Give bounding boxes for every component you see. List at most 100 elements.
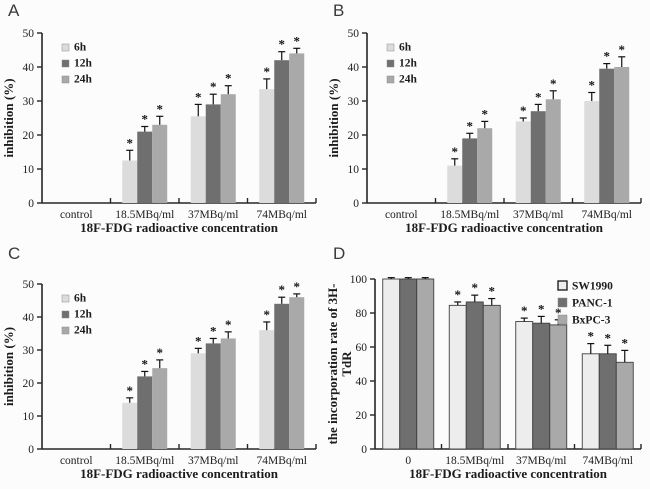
bar — [545, 99, 561, 203]
panel-c-label: C — [8, 244, 21, 263]
x-category-label: 74MBq/ml — [582, 209, 632, 221]
bar — [274, 60, 290, 204]
bar — [584, 101, 600, 203]
significance-star: * — [472, 280, 479, 295]
panel-b: B 0 10 20 30 40 50 control 18.5MBq/ml 37MBq/ml 74… — [325, 0, 650, 239]
panel-a-label: A — [8, 1, 20, 20]
legend-label: 12h — [399, 58, 418, 70]
x-category-label: 0 — [405, 455, 411, 467]
panel-c: C 0 10 20 30 40 50 control 18.5MBq/ml 37MBq/ml 74… — [0, 239, 325, 489]
legend-swatch — [61, 310, 70, 319]
legend-swatch — [61, 59, 70, 68]
bar — [274, 303, 290, 449]
significance-star: * — [264, 64, 271, 79]
x-category-label: 37MBq/ml — [188, 209, 238, 221]
bar — [477, 128, 493, 203]
y-axis-title: the incorporation rate of 3H- — [325, 283, 340, 444]
bar — [462, 138, 478, 203]
x-category-label: control — [60, 209, 93, 221]
bar — [598, 353, 617, 450]
significance-star: * — [294, 279, 301, 294]
bar — [289, 297, 305, 449]
significance-star: * — [210, 79, 217, 94]
bar — [220, 94, 236, 203]
bar — [482, 304, 501, 450]
significance-star: * — [279, 37, 286, 52]
significance-star: * — [455, 287, 462, 302]
y-tick-label: 10 — [23, 164, 35, 176]
significance-star: * — [157, 345, 164, 360]
bar — [137, 131, 153, 203]
significance-star: * — [622, 335, 629, 350]
x-category-label: control — [60, 455, 93, 467]
x-axis-title: 18F-FDG radioactive concentration — [80, 220, 279, 235]
legend-swatch — [61, 43, 70, 52]
bar — [152, 368, 168, 449]
legend-swatch — [61, 75, 70, 84]
significance-star: * — [195, 333, 202, 348]
y-axis-title: inhibition (%) — [1, 327, 16, 406]
y-axis-title: inhibition (%) — [326, 78, 341, 157]
bar — [122, 160, 138, 203]
legend-swatch — [386, 59, 395, 68]
significance-star: * — [538, 301, 545, 316]
y-tick-label: 20 — [23, 378, 35, 390]
y-tick-label: 50 — [23, 28, 35, 40]
x-category-label: 37MBq/ml — [188, 455, 238, 467]
significance-star: * — [157, 101, 164, 116]
significance-star: * — [195, 89, 202, 104]
legend-swatch — [557, 297, 568, 308]
y-tick-label: 40 — [348, 62, 360, 74]
significance-star: * — [489, 284, 496, 299]
x-axis-title: 18F-FDG radioactive concentration — [80, 466, 279, 481]
x-axis-title: 18F-FDG radioactive concentration — [409, 466, 608, 481]
chart-d-canvas: 0 20 40 60 80 100 0 18.5MBq/ml 37MBq/ml 74MBq/ml1… — [325, 274, 642, 481]
legend-swatch — [386, 43, 395, 52]
y-tick-label: 80 — [356, 308, 368, 320]
bar — [532, 322, 551, 450]
x-category-label: 37MBq/ml — [516, 455, 566, 467]
y-tick-label: 50 — [23, 279, 35, 291]
bar — [615, 361, 634, 450]
x-category-label: 18.5MBq/ml — [445, 455, 504, 467]
bar — [465, 301, 484, 450]
panel-a: A 0 10 20 30 40 50 control 18.5MBq/ml 37MBq/ml 74… — [0, 0, 325, 239]
bar — [122, 402, 138, 449]
significance-star: * — [452, 144, 459, 159]
significance-star: * — [555, 305, 562, 320]
legend-swatch — [61, 294, 70, 303]
legend-label: 24h — [74, 325, 93, 337]
significance-star: * — [210, 323, 217, 338]
x-category-label: 74MBq/ml — [583, 455, 633, 467]
significance-star: * — [589, 78, 596, 93]
x-category-label: control — [385, 209, 418, 221]
y-tick-label: 10 — [23, 411, 35, 423]
y-tick-label: 100 — [350, 274, 368, 286]
y-tick-label: 40 — [23, 312, 35, 324]
legend-label: 6h — [74, 293, 87, 305]
bar — [205, 104, 221, 203]
significance-star: * — [225, 317, 232, 332]
bar — [259, 89, 275, 203]
legend-swatch — [386, 75, 395, 84]
bar — [599, 68, 615, 203]
bar — [382, 278, 401, 450]
legend-label: BxPC-3 — [572, 315, 611, 327]
significance-star: * — [264, 307, 271, 322]
x-category-label: 37MBq/ml — [513, 209, 563, 221]
y-axis-title: inhibition (%) — [1, 78, 16, 157]
significance-star: * — [142, 112, 149, 127]
y-tick-label: 40 — [356, 376, 368, 388]
y-axis-title: TdR — [339, 351, 354, 377]
significance-star: * — [142, 356, 149, 371]
significance-star: * — [520, 103, 527, 118]
bar — [220, 338, 236, 449]
x-category-label: 18.5MBq/ml — [440, 209, 499, 221]
x-category-label: 18.5MBq/ml — [115, 455, 174, 467]
y-tick-label: 60 — [356, 342, 368, 354]
y-tick-label: 50 — [348, 28, 360, 40]
y-tick-label: 0 — [353, 198, 359, 210]
bar — [515, 321, 534, 450]
bar — [190, 353, 206, 449]
